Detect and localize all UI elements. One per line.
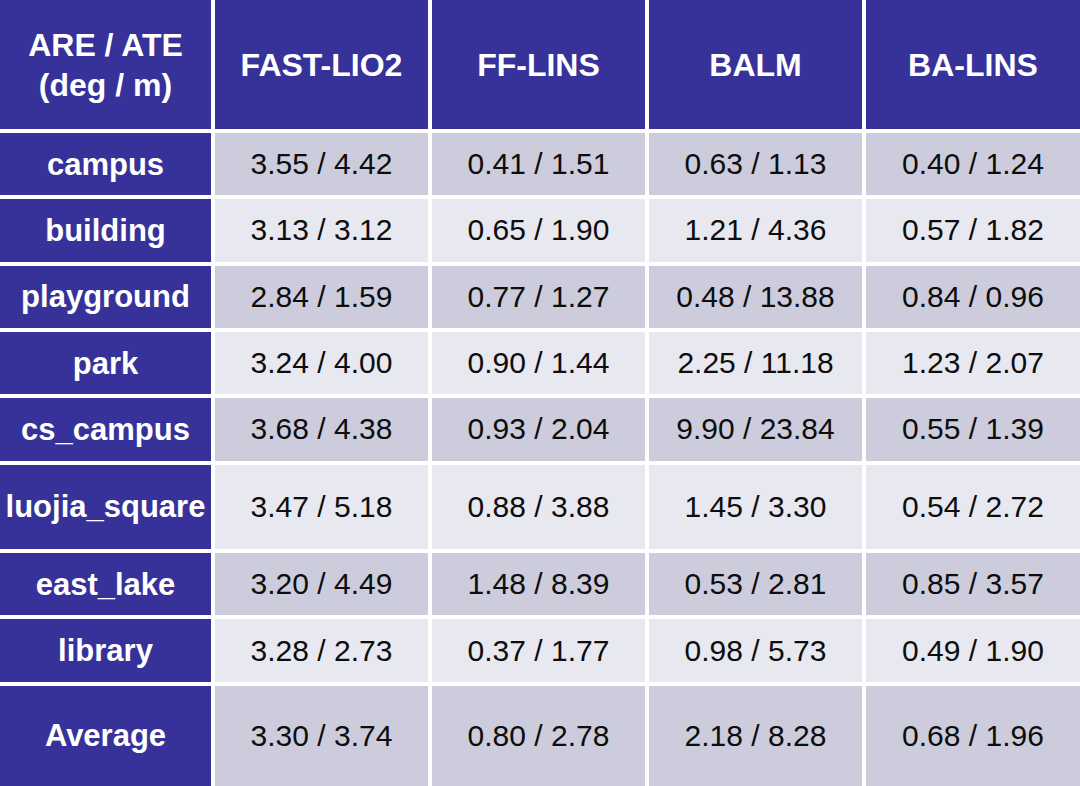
column-header-fast-lio2: FAST-LIO2 [213,0,430,131]
cell-value: 3.24 / 4.00 [213,330,430,396]
cell-value: 9.90 / 23.84 [647,396,864,462]
cell-value: 0.65 / 1.90 [430,197,647,263]
table-row-park: park 3.24 / 4.00 0.90 / 1.44 2.25 / 11.1… [0,330,1080,396]
cell-value: 0.85 / 3.57 [864,551,1080,617]
row-label: Average [0,684,213,786]
cell-value: 0.88 / 3.88 [430,463,647,551]
slide-canvas: ARE / ATE (deg / m) FAST-LIO2 FF-LINS BA… [0,0,1080,786]
table-row-campus: campus 3.55 / 4.42 0.41 / 1.51 0.63 / 1.… [0,131,1080,197]
cell-value: 0.77 / 1.27 [430,264,647,330]
cell-value: 3.68 / 4.38 [213,396,430,462]
header-row: ARE / ATE (deg / m) FAST-LIO2 FF-LINS BA… [0,0,1080,131]
table-row-playground: playground 2.84 / 1.59 0.77 / 1.27 0.48 … [0,264,1080,330]
cell-value: 0.48 / 13.88 [647,264,864,330]
row-label: library [0,617,213,683]
cell-value: 3.28 / 2.73 [213,617,430,683]
cell-value: 1.23 / 2.07 [864,330,1080,396]
cell-value: 0.63 / 1.13 [647,131,864,197]
cell-value: 2.25 / 11.18 [647,330,864,396]
row-label: building [0,197,213,263]
cell-value: 1.48 / 8.39 [430,551,647,617]
cell-value: 0.55 / 1.39 [864,396,1080,462]
cell-value: 3.55 / 4.42 [213,131,430,197]
cell-value: 0.57 / 1.82 [864,197,1080,263]
cell-value: 3.13 / 3.12 [213,197,430,263]
cell-value: 0.53 / 2.81 [647,551,864,617]
table-row-east-lake: east_lake 3.20 / 4.49 1.48 / 8.39 0.53 /… [0,551,1080,617]
table-row-library: library 3.28 / 2.73 0.37 / 1.77 0.98 / 5… [0,617,1080,683]
table-row-building: building 3.13 / 3.12 0.65 / 1.90 1.21 / … [0,197,1080,263]
table-row-average: Average 3.30 / 3.74 0.80 / 2.78 2.18 / 8… [0,684,1080,786]
results-table: ARE / ATE (deg / m) FAST-LIO2 FF-LINS BA… [0,0,1080,786]
cell-value: 3.47 / 5.18 [213,463,430,551]
cell-value: 0.37 / 1.77 [430,617,647,683]
cell-value: 2.84 / 1.59 [213,264,430,330]
cell-value: 0.90 / 1.44 [430,330,647,396]
cell-value: 0.84 / 0.96 [864,264,1080,330]
cell-value: 0.98 / 5.73 [647,617,864,683]
cell-value: 0.49 / 1.90 [864,617,1080,683]
cell-value: 2.18 / 8.28 [647,684,864,786]
row-label: campus [0,131,213,197]
row-label: cs_campus [0,396,213,462]
cell-value: 0.68 / 1.96 [864,684,1080,786]
cell-value: 0.80 / 2.78 [430,684,647,786]
row-label: playground [0,264,213,330]
table-row-luojia-square: luojia_square 3.47 / 5.18 0.88 / 3.88 1.… [0,463,1080,551]
column-header-ba-lins: BA-LINS [864,0,1080,131]
cell-value: 1.45 / 3.30 [647,463,864,551]
cell-value: 0.40 / 1.24 [864,131,1080,197]
row-label: east_lake [0,551,213,617]
cell-value: 0.54 / 2.72 [864,463,1080,551]
column-header-ff-lins: FF-LINS [430,0,647,131]
cell-value: 0.41 / 1.51 [430,131,647,197]
cell-value: 3.30 / 3.74 [213,684,430,786]
column-header-balm: BALM [647,0,864,131]
cell-value: 0.93 / 2.04 [430,396,647,462]
table-row-cs-campus: cs_campus 3.68 / 4.38 0.93 / 2.04 9.90 /… [0,396,1080,462]
cell-value: 3.20 / 4.49 [213,551,430,617]
row-label: luojia_square [0,463,213,551]
row-label: park [0,330,213,396]
cell-value: 1.21 / 4.36 [647,197,864,263]
corner-header: ARE / ATE (deg / m) [0,0,213,131]
